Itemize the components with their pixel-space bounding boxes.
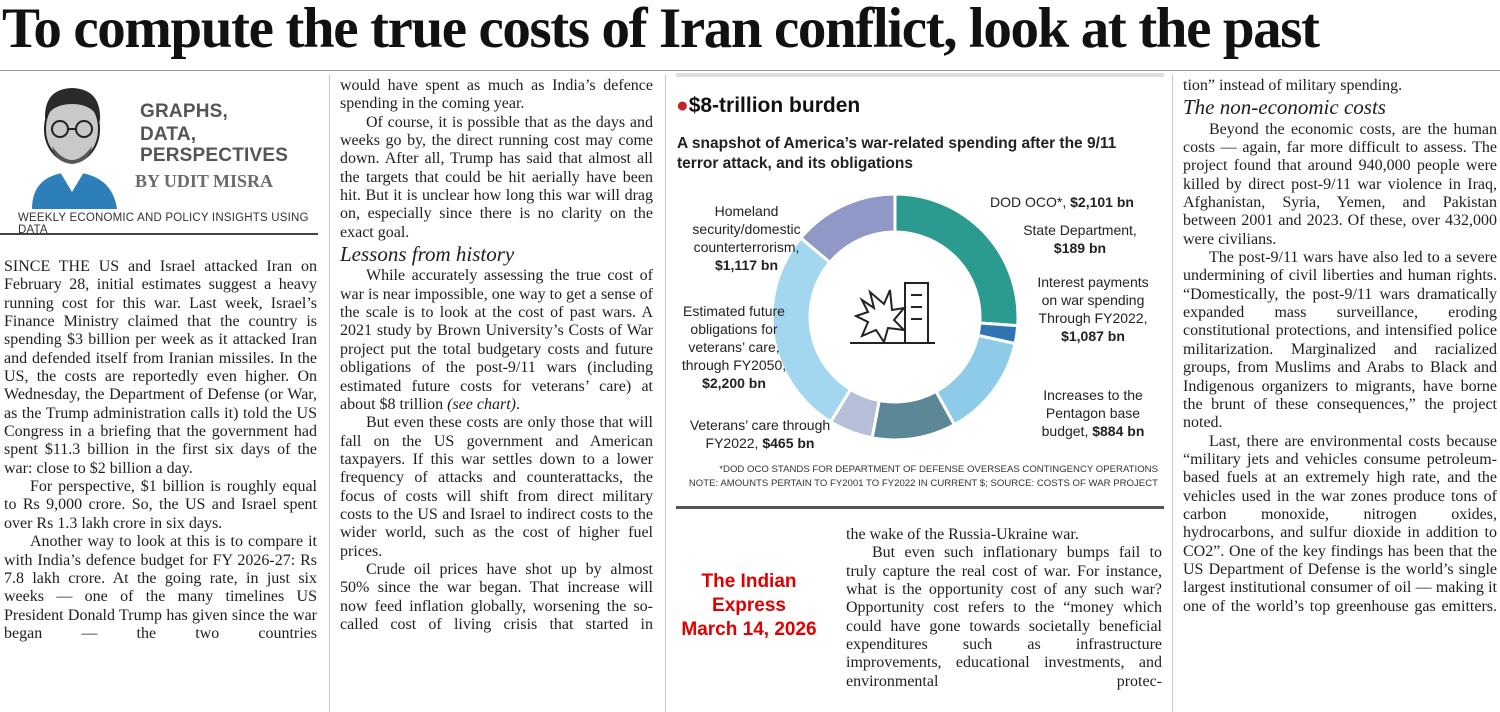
subheading: The non-economic costs xyxy=(1183,95,1386,120)
paragraph: For perspective, $1 billion is roughly e… xyxy=(4,478,317,532)
chart-label-pentagon: Increases to the Pentagon base budget, $… xyxy=(1041,387,1145,439)
watermark-date: March 14, 2026 xyxy=(681,619,817,640)
donut-slice xyxy=(870,389,957,442)
donut-slice xyxy=(893,192,1020,328)
paragraph-text: While accurately assessing the true cost… xyxy=(340,267,653,413)
chart-footnote: *DOD OCO STANDS FOR DEPARTMENT OF DEFENS… xyxy=(719,464,1158,475)
paragraph: SINCE THE US and Israel attacked Iran on… xyxy=(4,258,317,477)
paragraph: would have spent as much as India’s defe… xyxy=(340,77,653,113)
byline-author: BY UDIT MISRA xyxy=(135,171,274,191)
conflict-icon xyxy=(850,282,935,345)
paragraph: the wake of the Russia-Ukraine war. xyxy=(846,526,1079,543)
chart-subtitle: A snapshot of America’s war-related spen… xyxy=(677,135,1117,172)
paragraph: The post-9/11 wars have also led to a se… xyxy=(1183,249,1497,432)
column-divider xyxy=(329,75,330,712)
column-divider xyxy=(665,75,666,712)
byline-rule xyxy=(0,233,318,235)
chart-label-veterans-care: Veterans’ care through FY2022, $465 bn xyxy=(689,417,831,451)
article-column-1: SINCE THE US and Israel attacked Iran on… xyxy=(4,258,317,643)
byline-label-graphs: GRAPHS, xyxy=(140,101,228,122)
chart-label-interest: Interest payments on war spending Throug… xyxy=(1037,274,1149,344)
column-divider xyxy=(1172,75,1173,712)
chart-label-state-dept: State Department, $189 bn xyxy=(1023,222,1137,256)
article-column-2: would have spent as much as India’s defe… xyxy=(340,77,653,634)
paragraph: But even these costs are only those that… xyxy=(340,414,653,560)
chart-source-note: NOTE: AMOUNTS PERTAIN TO FY2001 TO FY202… xyxy=(688,478,1158,489)
chart-bottom-rule xyxy=(676,506,1164,509)
source-watermark: The Indian Express March 14, 2026 xyxy=(674,570,824,642)
chart-label-future-veterans: Estimated future obligations for veteran… xyxy=(681,303,787,391)
watermark-line: Express xyxy=(712,595,786,616)
paragraph: Of course, it is possible that as the da… xyxy=(340,113,653,241)
paragraph: But even such inflationary bumps fail to… xyxy=(846,544,1162,690)
headline: To compute the true costs of Iran confli… xyxy=(2,0,1320,60)
byline-label-perspectives: PERSPECTIVES xyxy=(140,145,289,166)
watermark-line: The Indian xyxy=(701,571,797,592)
paragraph: Last, there are environmental costs beca… xyxy=(1183,432,1497,615)
donut-slice xyxy=(976,321,1020,346)
bullet-icon: ● xyxy=(676,94,689,117)
paragraph: While accurately assessing the true cost… xyxy=(340,267,653,413)
byline-label-data: DATA, xyxy=(140,124,197,145)
author-illustration xyxy=(32,88,117,209)
subheading: Lessons from history xyxy=(340,242,515,267)
paragraph: tion” instead of military spending. xyxy=(1183,77,1403,94)
donut-slice xyxy=(798,192,897,265)
article-column-3: the wake of the Russia-Ukraine war. But … xyxy=(846,526,1162,691)
chart-title: ●$8-trillion burden xyxy=(676,94,861,117)
headline-rule xyxy=(0,70,1500,71)
chart-label-homeland: Homeland security/domestic counterterror… xyxy=(692,203,801,273)
paragraph: Beyond the economic costs, are the human… xyxy=(1183,120,1497,248)
donut-slice xyxy=(933,333,1017,427)
article-column-4: tion” instead of military spending. The … xyxy=(1183,77,1497,616)
paragraph: Another way to look at this is to compar… xyxy=(4,533,317,642)
chart-label-dod-oco: DOD OCO*, $2,101 bn xyxy=(990,194,1134,210)
paragraph: Crude oil prices have shot up by almost … xyxy=(340,560,653,633)
chart-top-rule xyxy=(676,73,1164,77)
chart-reference: (see chart) xyxy=(447,395,516,413)
byline-box: GRAPHS, DATA, PERSPECTIVES BY UDIT MISRA… xyxy=(0,74,318,236)
chart-notes: *DOD OCO STANDS FOR DEPARTMENT OF DEFENS… xyxy=(676,463,1158,491)
